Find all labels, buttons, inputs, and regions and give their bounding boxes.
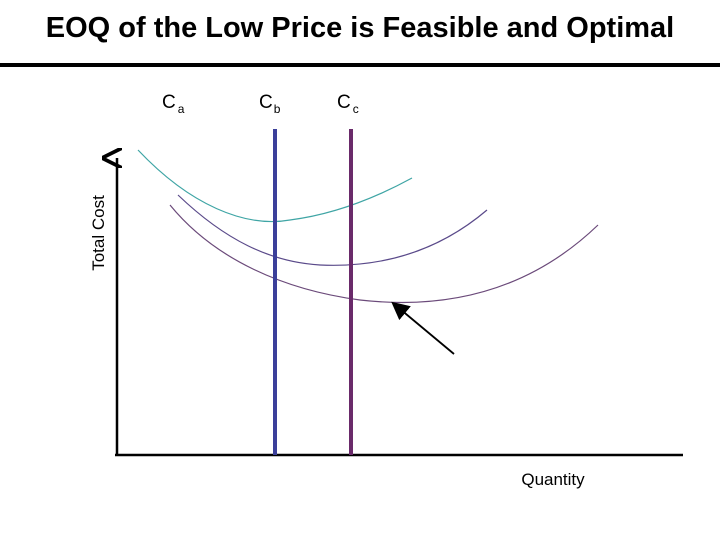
x-axis-label: Quantity [521, 470, 585, 489]
cost-curve-a [137, 149, 413, 223]
y-axis-label: Total Cost [89, 195, 108, 271]
title-underline [0, 63, 720, 67]
slide-title: EOQ of the Low Price is Feasible and Opt… [45, 12, 675, 44]
cost-curve-c [169, 204, 599, 304]
curve-label-b: Cb [259, 92, 281, 116]
optimal-point-arrow [391, 301, 455, 355]
cost-curve-b [177, 194, 488, 266]
